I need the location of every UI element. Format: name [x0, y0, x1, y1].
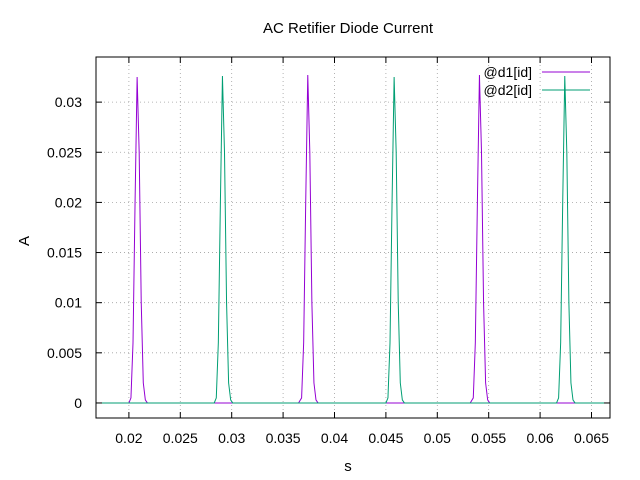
x-tick-label: 0.025 [163, 430, 198, 446]
y-axis-label: A [16, 236, 33, 246]
x-tick-label: 0.055 [471, 430, 506, 446]
x-tick-label: 0.02 [115, 430, 142, 446]
legend: @d1[id] @d2[id] [484, 64, 590, 98]
chart-title: AC Retifier Diode Current [263, 20, 434, 37]
series-layer [96, 75, 610, 404]
y-tick-label: 0.005 [47, 345, 82, 361]
x-tick-label: 0.06 [526, 430, 553, 446]
series-line-2 [96, 76, 610, 404]
y-tick-label: 0.03 [55, 94, 82, 110]
y-tick-label: 0 [74, 395, 82, 411]
ticks [96, 57, 610, 418]
x-tick-label: 0.03 [218, 430, 245, 446]
legend-label-1: @d1[id] [484, 64, 532, 80]
plot-frame [95, 56, 611, 419]
x-tick-label: 0.065 [574, 430, 609, 446]
y-tick-label: 0.01 [55, 295, 82, 311]
y-tick-label: 0.025 [47, 144, 82, 160]
y-tick-label: 0.015 [47, 245, 82, 261]
y-tick-labels: 0 0.005 0.01 0.015 0.02 0.025 0.03 [47, 94, 82, 411]
x-axis-label: s [344, 458, 352, 475]
x-tick-label: 0.045 [368, 430, 403, 446]
y-tick-label: 0.02 [55, 194, 82, 210]
x-tick-labels: 0.02 0.025 0.03 0.035 0.04 0.045 0.05 0.055 0.06… [115, 430, 609, 446]
legend-label-2: @d2[id] [484, 82, 532, 98]
series-line-1 [96, 75, 610, 404]
x-tick-label: 0.035 [266, 430, 301, 446]
x-tick-label: 0.04 [321, 430, 348, 446]
x-tick-label: 0.05 [424, 430, 451, 446]
